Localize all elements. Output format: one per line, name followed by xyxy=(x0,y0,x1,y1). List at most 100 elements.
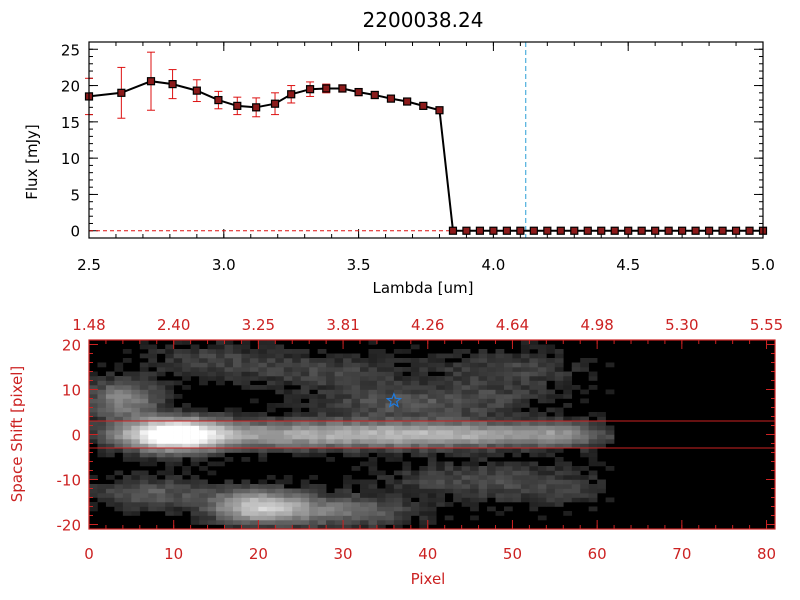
image-pixel xyxy=(470,497,479,503)
image-pixel xyxy=(89,412,98,417)
image-pixel xyxy=(190,416,200,422)
image-pixel xyxy=(529,340,539,345)
image-pixel xyxy=(503,479,513,485)
image-pixel xyxy=(554,362,564,368)
image-pixel xyxy=(258,502,268,507)
image-pixel xyxy=(487,443,496,449)
image-pixel xyxy=(461,425,471,431)
image-pixel xyxy=(487,466,496,471)
image-pixel xyxy=(444,479,454,485)
image-pixel xyxy=(156,394,166,399)
wavelength-tick-label: 4.98 xyxy=(580,316,613,334)
image-pixel xyxy=(292,439,302,444)
image-pixel xyxy=(122,484,132,489)
image-pixel xyxy=(148,412,158,417)
image-pixel xyxy=(393,394,403,399)
image-pixel xyxy=(309,475,318,480)
image-pixel xyxy=(334,403,344,408)
image-pixel xyxy=(148,394,158,399)
image-pixel xyxy=(283,389,293,395)
image-pixel xyxy=(224,358,234,363)
image-pixel xyxy=(156,407,166,413)
image-pixel xyxy=(410,502,420,507)
image-pixel xyxy=(105,434,115,440)
image-pixel xyxy=(495,362,505,368)
image-pixel xyxy=(478,380,488,386)
image-pixel xyxy=(165,389,174,395)
image-pixel xyxy=(402,448,412,453)
image-pixel xyxy=(249,484,259,489)
image-pixel xyxy=(173,493,183,498)
image-pixel xyxy=(503,475,513,480)
image-pixel xyxy=(131,398,141,404)
image-pixel xyxy=(300,434,310,440)
image-pixel xyxy=(368,511,378,516)
data-point xyxy=(322,84,331,93)
image-pixel xyxy=(376,439,386,444)
image-pixel xyxy=(275,493,285,498)
image-pixel xyxy=(419,466,429,471)
image-pixel xyxy=(122,439,132,444)
image-pixel xyxy=(588,470,598,476)
image-pixel xyxy=(266,340,276,345)
image-pixel xyxy=(165,457,174,462)
image-pixel xyxy=(495,488,505,494)
image-pixel xyxy=(165,448,174,453)
image-pixel xyxy=(89,376,98,381)
image-pixel xyxy=(360,385,369,390)
image-pixel xyxy=(89,380,98,386)
image-pixel xyxy=(131,389,141,395)
image-pixel xyxy=(292,430,302,435)
image-y-axis-label: Space Shift [pixel] xyxy=(8,366,26,503)
image-pixel xyxy=(122,430,132,435)
image-pixel xyxy=(258,367,268,372)
image-pixel xyxy=(393,349,403,354)
image-pixel xyxy=(131,421,141,426)
image-pixel xyxy=(444,380,454,386)
image-pixel xyxy=(173,497,183,503)
image-pixel xyxy=(402,394,412,399)
image-pixel xyxy=(351,479,361,485)
image-pixel xyxy=(495,385,505,390)
image-pixel xyxy=(292,493,302,498)
data-point xyxy=(704,226,714,235)
data-point xyxy=(597,226,606,235)
image-pixel xyxy=(249,349,259,354)
image-pixel xyxy=(351,448,361,453)
image-pixel xyxy=(199,488,208,494)
image-pixel xyxy=(326,448,335,453)
image-pixel xyxy=(105,493,115,498)
image-pixel xyxy=(571,416,581,422)
image-pixel xyxy=(503,367,513,372)
image-pixel xyxy=(554,349,564,354)
image-pixel xyxy=(139,389,149,395)
image-pixel xyxy=(275,362,285,368)
image-pixel xyxy=(376,416,386,422)
image-pixel xyxy=(207,362,217,368)
image-pixel xyxy=(173,461,183,467)
image-pixel xyxy=(139,412,149,417)
image-pixel xyxy=(487,421,496,426)
image-pixel xyxy=(419,470,429,476)
image-pixel xyxy=(165,511,174,516)
image-pixel xyxy=(537,470,547,476)
image-pixel xyxy=(436,434,445,440)
image-pixel xyxy=(105,380,115,386)
image-pixel xyxy=(495,448,505,453)
image-pixel xyxy=(283,416,293,422)
image-pixel xyxy=(232,412,242,417)
image-pixel xyxy=(461,479,471,485)
image-pixel xyxy=(122,412,132,417)
image-pixel xyxy=(190,407,200,413)
image-pixel xyxy=(503,506,513,512)
image-pixel xyxy=(309,497,318,503)
image-pixel xyxy=(190,425,200,431)
image-pixel xyxy=(461,349,471,354)
image-pixel xyxy=(453,407,462,413)
data-point xyxy=(370,90,379,100)
image-pixel xyxy=(554,493,564,498)
image-pixel xyxy=(436,389,445,395)
image-pixel xyxy=(487,439,496,444)
image-pixel xyxy=(300,448,310,453)
image-pixel xyxy=(148,344,158,350)
